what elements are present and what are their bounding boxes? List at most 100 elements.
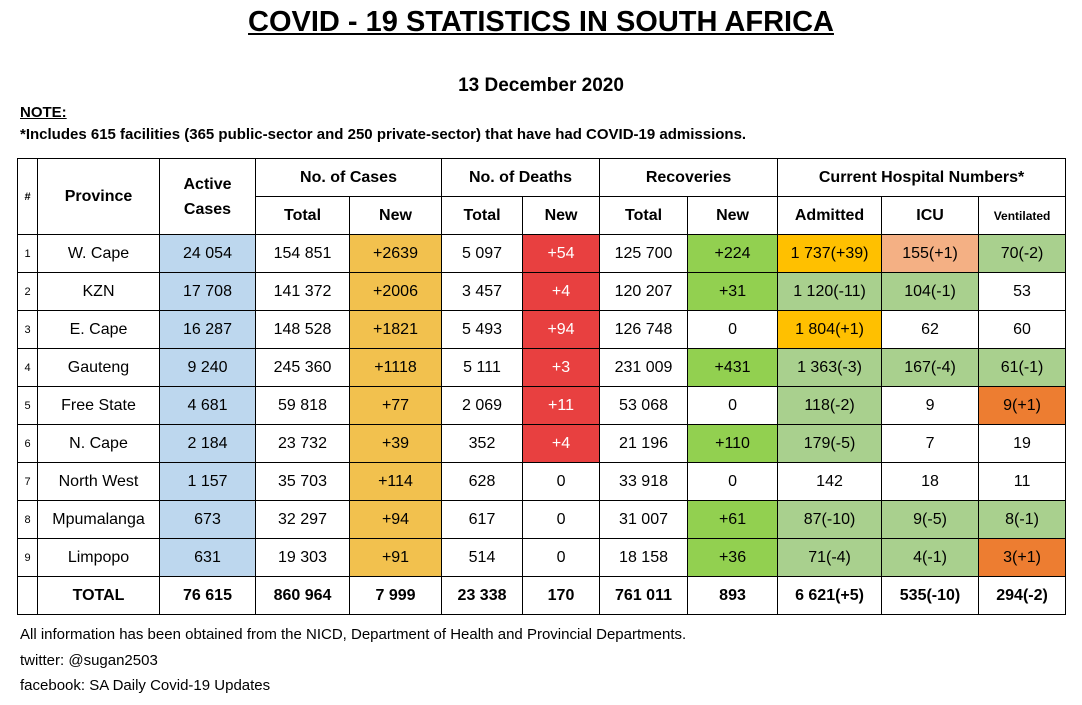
recoveries-total: 231 009	[599, 348, 689, 387]
recoveries-new: +224	[687, 234, 779, 273]
table-row: 4 Gauteng 9 240 245 360 +1118 5 111 +3 2…	[17, 348, 1067, 387]
header-num: #	[17, 158, 38, 235]
active-cases: 1 157	[159, 462, 256, 501]
total-deaths-new: 170	[522, 576, 601, 615]
recoveries-new: 0	[687, 310, 779, 349]
active-cases: 16 287	[159, 310, 256, 349]
deaths-total: 514	[441, 538, 524, 577]
report-date: 13 December 2020	[458, 75, 624, 96]
header-deaths: No. of Deaths	[441, 158, 601, 197]
total-active-cases: 76 615	[159, 576, 256, 615]
hospital-ventilated: 61(-1)	[978, 348, 1067, 387]
deaths-total: 5 111	[441, 348, 524, 387]
hospital-icu: 62	[881, 310, 980, 349]
total-label: TOTAL	[37, 576, 160, 615]
recoveries-total: 120 207	[599, 272, 689, 311]
row-num: 4	[17, 348, 38, 387]
hospital-icu: 7	[881, 424, 980, 463]
total-deaths-total: 23 338	[441, 576, 524, 615]
total-row: TOTAL 76 615 860 964 7 999 23 338 170 76…	[17, 576, 1067, 615]
total-icu: 535(-10)	[881, 576, 980, 615]
total-num	[17, 576, 38, 615]
active-cases: 24 054	[159, 234, 256, 273]
hospital-icu: 9	[881, 386, 980, 425]
table-row: 8 Mpumalanga 673 32 297 +94 617 0 31 007…	[17, 500, 1067, 539]
active-cases: 2 184	[159, 424, 256, 463]
page-title: COVID - 19 STATISTICS IN SOUTH AFRICA	[248, 6, 834, 38]
hospital-admitted: 118(-2)	[777, 386, 883, 425]
cases-total: 59 818	[255, 386, 350, 425]
cases-total: 245 360	[255, 348, 350, 387]
total-recoveries-new: 893	[687, 576, 779, 615]
header-deaths-new: New	[522, 196, 601, 235]
recoveries-new: 0	[687, 386, 779, 425]
hospital-icu: 9(-5)	[881, 500, 980, 539]
cases-new: +94	[348, 500, 443, 539]
row-num: 6	[17, 424, 38, 463]
header-cases-total: Total	[255, 196, 350, 235]
province-name: E. Cape	[37, 310, 160, 349]
cases-new: +1821	[348, 310, 443, 349]
header-province: Province	[37, 158, 160, 235]
deaths-new: +11	[522, 386, 601, 425]
row-num: 5	[17, 386, 38, 425]
hospital-icu: 18	[881, 462, 980, 501]
cases-new: +39	[348, 424, 443, 463]
hospital-admitted: 1 804(+1)	[777, 310, 883, 349]
recoveries-new: +36	[687, 538, 779, 577]
hospital-admitted: 1 363(-3)	[777, 348, 883, 387]
hospital-icu: 155(+1)	[881, 234, 980, 273]
cases-total: 19 303	[255, 538, 350, 577]
row-num: 1	[17, 234, 38, 273]
note-text: *Includes 615 facilities (365 public-sec…	[20, 126, 747, 143]
deaths-new: 0	[522, 500, 601, 539]
hospital-admitted: 87(-10)	[777, 500, 883, 539]
recoveries-total: 31 007	[599, 500, 689, 539]
province-name: Mpumalanga	[37, 500, 160, 539]
row-num: 7	[17, 462, 38, 501]
table-row: 5 Free State 4 681 59 818 +77 2 069 +11 …	[17, 386, 1067, 425]
deaths-total: 5 493	[441, 310, 524, 349]
province-name: W. Cape	[37, 234, 160, 273]
recoveries-total: 18 158	[599, 538, 689, 577]
hospital-admitted: 179(-5)	[777, 424, 883, 463]
recoveries-total: 126 748	[599, 310, 689, 349]
cases-new: +2006	[348, 272, 443, 311]
active-cases: 673	[159, 500, 256, 539]
total-cases-new: 7 999	[348, 576, 443, 615]
total-ventilated: 294(-2)	[978, 576, 1067, 615]
cases-new: +77	[348, 386, 443, 425]
header-ventilated: Ventilated	[978, 196, 1067, 235]
cases-total: 148 528	[255, 310, 350, 349]
table-row: 6 N. Cape 2 184 23 732 +39 352 +4 21 196…	[17, 424, 1067, 463]
province-name: Limpopo	[37, 538, 160, 577]
active-cases: 9 240	[159, 348, 256, 387]
province-name: N. Cape	[37, 424, 160, 463]
deaths-new: +3	[522, 348, 601, 387]
header-recoveries: Recoveries	[599, 158, 779, 197]
deaths-total: 617	[441, 500, 524, 539]
hospital-admitted: 1 120(-11)	[777, 272, 883, 311]
header-icu: ICU	[881, 196, 980, 235]
hospital-icu: 104(-1)	[881, 272, 980, 311]
hospital-icu: 167(-4)	[881, 348, 980, 387]
total-admitted: 6 621(+5)	[777, 576, 883, 615]
table-row: 1 W. Cape 24 054 154 851 +2639 5 097 +54…	[17, 234, 1067, 273]
province-name: Gauteng	[37, 348, 160, 387]
row-num: 8	[17, 500, 38, 539]
deaths-new: +4	[522, 424, 601, 463]
cases-total: 35 703	[255, 462, 350, 501]
header-admitted: Admitted	[777, 196, 883, 235]
deaths-total: 2 069	[441, 386, 524, 425]
cases-new: +114	[348, 462, 443, 501]
row-num: 2	[17, 272, 38, 311]
hospital-ventilated: 53	[978, 272, 1067, 311]
hospital-ventilated: 9(+1)	[978, 386, 1067, 425]
hospital-admitted: 142	[777, 462, 883, 501]
row-num: 3	[17, 310, 38, 349]
total-recoveries-total: 761 011	[599, 576, 689, 615]
header-hospital: Current Hospital Numbers*	[777, 158, 1067, 197]
deaths-total: 5 097	[441, 234, 524, 273]
deaths-total: 628	[441, 462, 524, 501]
recoveries-total: 33 918	[599, 462, 689, 501]
